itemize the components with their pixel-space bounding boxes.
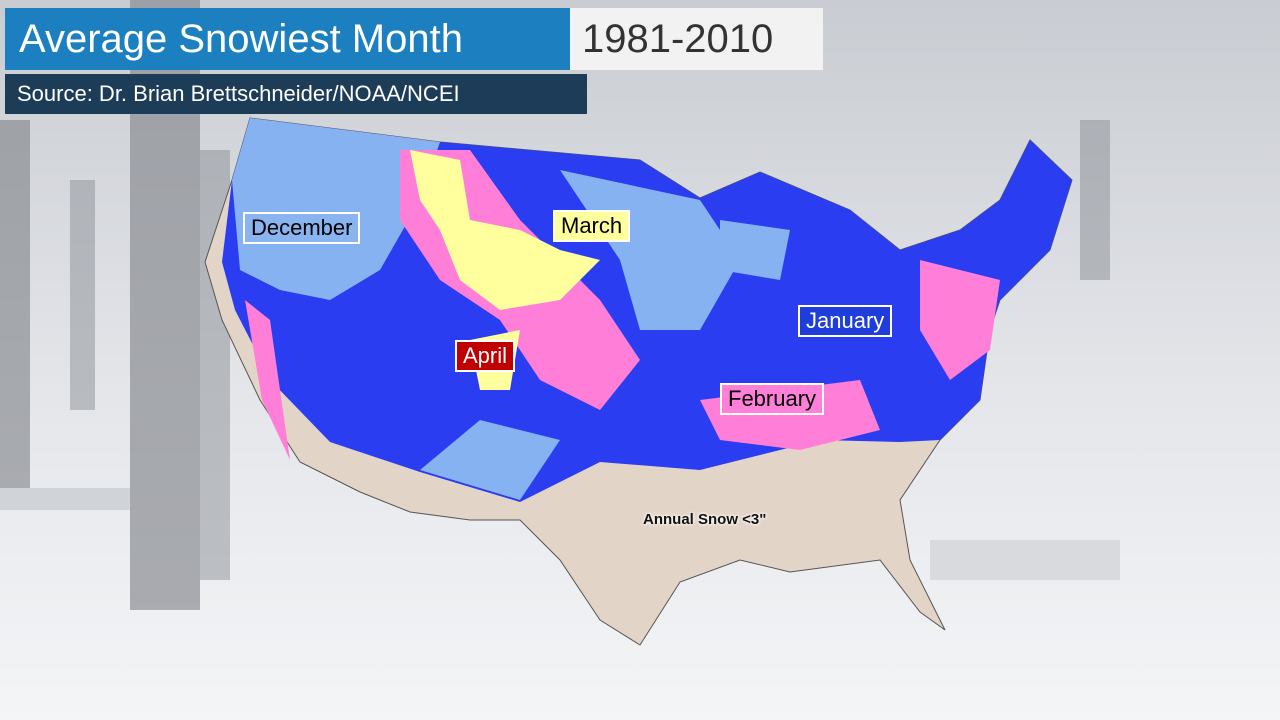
february-zone (245, 150, 1000, 460)
tree-trunk (1080, 120, 1110, 280)
december-zone (232, 118, 790, 500)
map-label: March (553, 210, 631, 242)
map-label: December (243, 212, 361, 244)
map-note: Annual Snow <3" (643, 511, 767, 528)
march-zone (410, 150, 600, 390)
map-label: February (720, 383, 825, 415)
source: Source: Dr. Brian Brettschneider/NOAA/NC… (5, 74, 587, 114)
period: 1981-2010 (570, 8, 823, 70)
us-map (204, 117, 1073, 646)
map-label: April (455, 340, 516, 372)
map-label: January (798, 305, 893, 337)
title: Average Snowiest Month (5, 8, 570, 70)
bench (930, 540, 1120, 580)
tree-trunk (70, 180, 95, 410)
bench (0, 488, 130, 510)
tree-trunk (0, 120, 30, 500)
